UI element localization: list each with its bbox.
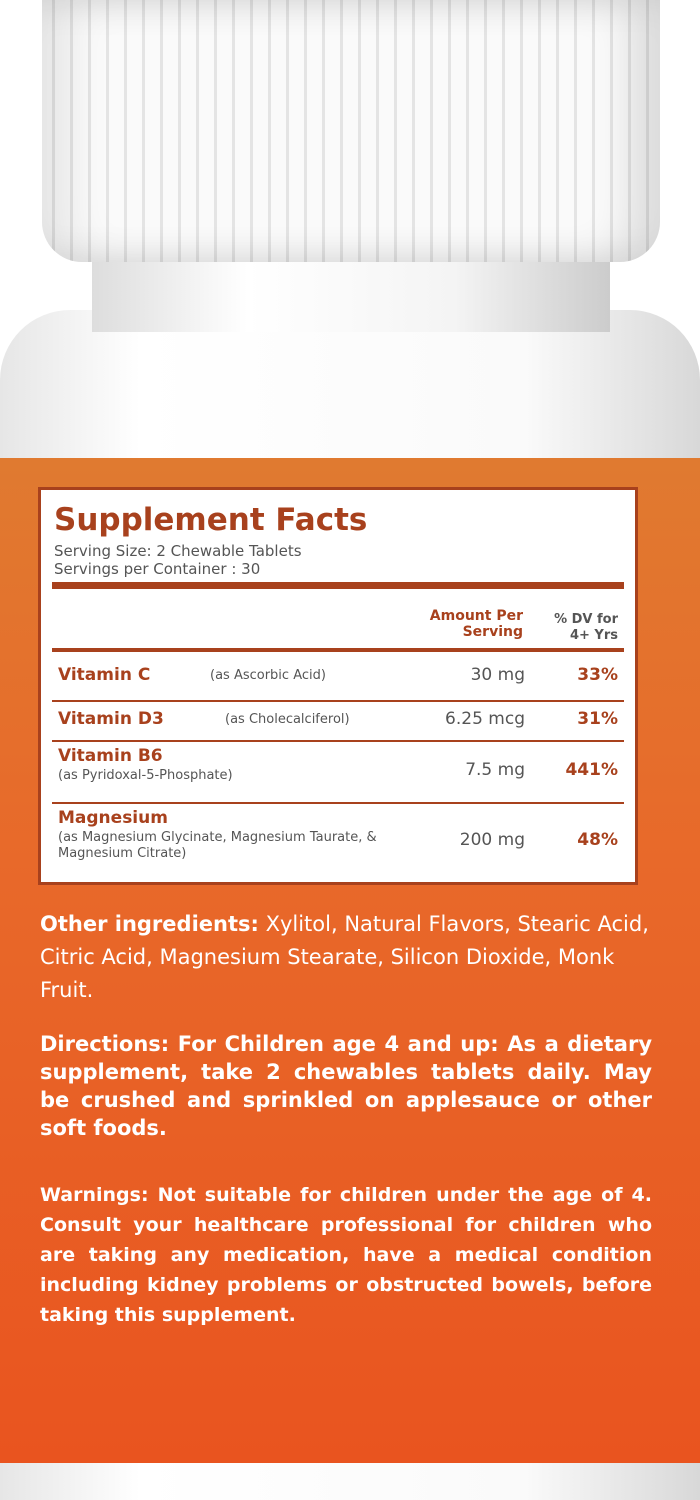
directions: Directions: For Children age 4 and up: A… — [40, 1030, 652, 1142]
nutrient-amount: 30 mg — [470, 665, 525, 685]
nutrient-name: Magnesium — [58, 808, 168, 828]
nutrient-dv: 48% — [577, 830, 618, 850]
bottle-cap — [42, 0, 660, 262]
serving-size: Serving Size: 2 Chewable Tablets — [54, 542, 302, 560]
warnings-text: Not suitable for children under the age … — [40, 1184, 652, 1326]
directions-text: As a dietary supplement, take 2 chewable… — [40, 1032, 653, 1140]
nutrient-note: (as Ascorbic Acid) — [210, 668, 326, 683]
other-label: Other ingredients: — [40, 912, 259, 936]
nutrient-name: Vitamin C — [58, 665, 151, 685]
header-amount: Amount Per Serving — [429, 608, 523, 640]
nutrient-amount: 200 mg — [459, 830, 525, 850]
nutrient-name: Vitamin D3 — [58, 709, 164, 729]
directions-label: Directions: For Children age 4 and up: — [40, 1032, 499, 1056]
nutrient-dv: 441% — [565, 760, 618, 780]
nutrient-dv: 33% — [577, 665, 618, 685]
rule — [52, 740, 624, 742]
nutrient-dv: 31% — [577, 709, 618, 729]
thick-rule — [52, 582, 624, 589]
nutrient-note: (as Pyridoxal-5-Phosphate) — [58, 768, 233, 783]
servings-per-container: Servings per Container : 30 — [54, 560, 261, 578]
nutrient-amount: 6.25 mcg — [445, 709, 525, 729]
bottle-neck — [92, 262, 610, 332]
nutrient-amount: 7.5 mg — [465, 760, 525, 780]
rule — [52, 802, 624, 804]
facts-box — [38, 487, 638, 885]
rule — [52, 700, 624, 702]
warnings-label: Warnings: — [40, 1184, 149, 1206]
nutrient-note: (as Cholecalciferol) — [225, 712, 350, 727]
nutrient-note: (as Magnesium Glycinate, Magnesium Taura… — [58, 830, 377, 861]
other-ingredients: Other ingredients: Xylitol, Natural Flav… — [40, 908, 652, 1007]
other-text: Xylitol, Natural Flavors, Stearic Acid, … — [40, 912, 649, 1002]
header-dv: % DV for 4+ Yrs — [554, 612, 618, 643]
warnings: Warnings: Not suitable for children unde… — [40, 1180, 652, 1330]
facts-title: Supplement Facts — [54, 502, 368, 538]
rule — [52, 648, 624, 652]
nutrient-name: Vitamin B6 — [58, 746, 163, 766]
